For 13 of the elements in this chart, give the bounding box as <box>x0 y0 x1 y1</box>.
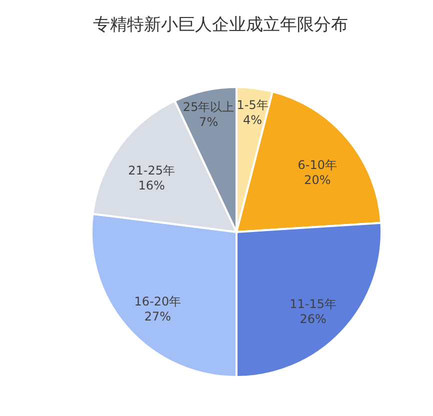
slice-label: 21-25年 <box>128 163 175 178</box>
data-label: 16% <box>138 178 165 192</box>
slice-label: 1-5年 <box>236 98 268 112</box>
slice-label: 16-20年 <box>134 294 182 308</box>
chart-title: 专精特新小巨人企业成立年限分布 <box>93 15 348 35</box>
slice-label: 25年以上 <box>182 100 234 114</box>
data-label: 7% <box>199 115 218 130</box>
slice-label: 6-10年 <box>298 158 338 172</box>
data-label: 26% <box>300 312 326 326</box>
slice-label: 11-15年 <box>290 296 336 311</box>
data-label: 27% <box>144 309 172 324</box>
data-label: 4% <box>243 113 262 128</box>
data-label: 20% <box>304 173 331 188</box>
